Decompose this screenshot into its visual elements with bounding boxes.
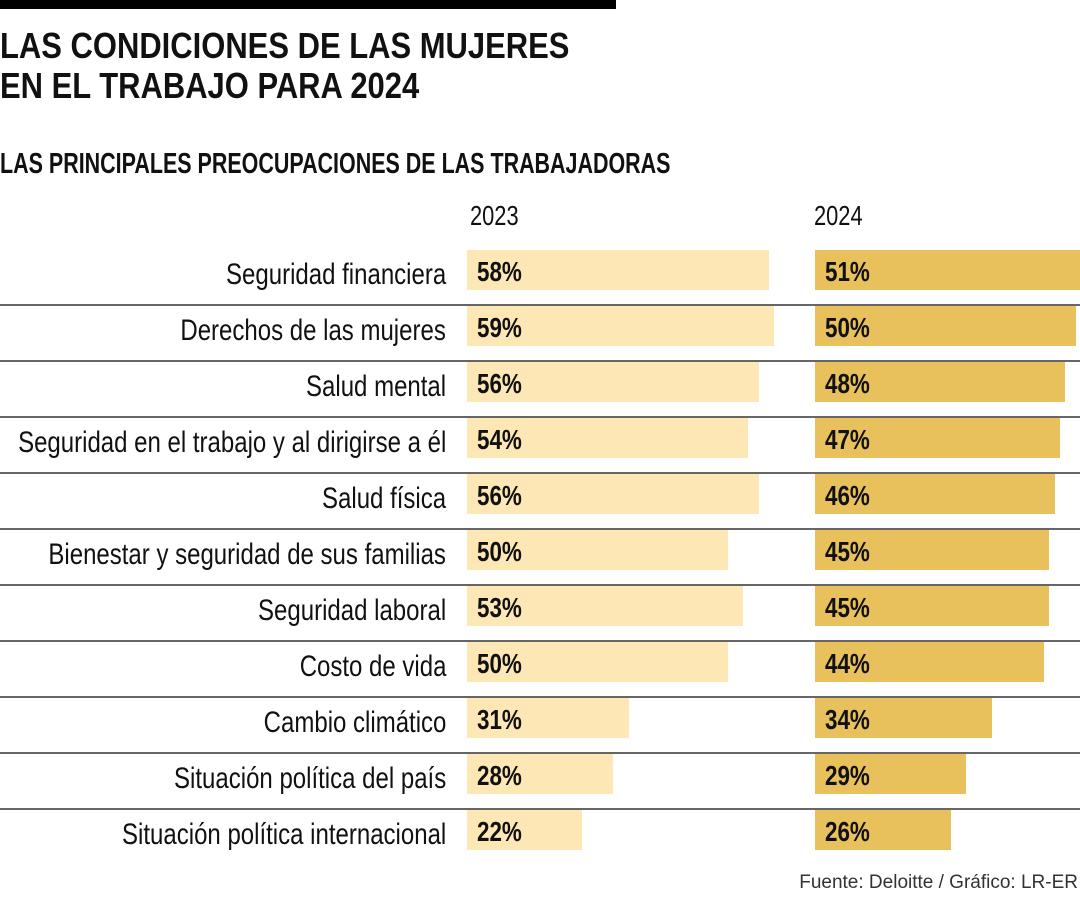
bar-2024: 29% [815, 754, 967, 794]
data-label: 59% [477, 312, 522, 343]
data-label: 54% [477, 424, 522, 455]
data-label: 45% [825, 536, 870, 567]
top-rule [0, 0, 616, 9]
bar-2023: 53% [467, 586, 744, 626]
chart-row: Bienestar y seguridad de sus familias 50%… [0, 530, 1080, 586]
category-label: Seguridad en el trabajo y al dirigirse a… [17, 426, 446, 459]
bar-2023: 50% [467, 530, 728, 570]
row-divider [0, 584, 1080, 586]
row-divider [0, 304, 1080, 306]
bar-2024: 45% [815, 530, 1050, 570]
bar-2023: 50% [467, 642, 728, 682]
bar-2024: 47% [815, 418, 1060, 458]
data-label: 47% [825, 424, 870, 455]
data-label: 50% [825, 312, 870, 343]
data-label: 26% [825, 816, 870, 847]
bar-2023: 54% [467, 418, 749, 458]
category-label: Costo de vida [299, 650, 446, 683]
chart-row: Derechos de las mujeres 59% 50% [0, 306, 1080, 362]
data-label: 44% [825, 648, 870, 679]
data-label: 51% [825, 256, 870, 287]
bar-2023: 56% [467, 362, 759, 402]
chart-row: Salud física 56% 46% [0, 474, 1080, 530]
chart-row: Cambio climático 31% 34% [0, 698, 1080, 754]
category-label: Bienestar y seguridad de sus familias [48, 538, 446, 571]
data-label: 53% [477, 592, 522, 623]
category-label: Seguridad laboral [257, 594, 446, 627]
data-label: 34% [825, 704, 870, 735]
column-header-2023: 2023 [470, 200, 519, 231]
data-label: 50% [477, 648, 522, 679]
bar-2023: 31% [467, 698, 629, 738]
data-label: 31% [477, 704, 522, 735]
category-label: Derechos de las mujeres [180, 314, 446, 347]
chart-row: Situación política internacional 22% 26% [0, 810, 1080, 866]
row-divider [0, 360, 1080, 362]
bar-2024: 34% [815, 698, 993, 738]
source-note: Fuente: Deloitte / Gráfico: LR-ER [799, 872, 1078, 893]
chart-row: Costo de vida 50% 44% [0, 642, 1080, 698]
data-label: 22% [477, 816, 522, 847]
data-label: 45% [825, 592, 870, 623]
category-label: Cambio climático [263, 706, 446, 739]
row-divider [0, 416, 1080, 418]
bar-2024: 50% [815, 306, 1076, 346]
data-label: 58% [477, 256, 522, 287]
row-divider [0, 808, 1080, 810]
data-label: 56% [477, 480, 522, 511]
bar-2024: 46% [815, 474, 1055, 514]
category-label: Situación política internacional [121, 818, 446, 851]
data-label: 56% [477, 368, 522, 399]
bar-2023: 28% [467, 754, 613, 794]
bar-2024: 26% [815, 810, 951, 850]
chart-row: Seguridad en el trabajo y al dirigirse a… [0, 418, 1080, 474]
chart-subtitle: LAS PRINCIPALES PREOCUPACIONES DE LAS TR… [0, 148, 671, 180]
bar-2024: 45% [815, 586, 1050, 626]
chart-row: Salud mental 56% 48% [0, 362, 1080, 418]
bar-2024: 48% [815, 362, 1066, 402]
category-label: Salud física [321, 482, 446, 515]
bar-2023: 56% [467, 474, 759, 514]
row-divider [0, 752, 1080, 754]
category-label: Seguridad financiera [225, 258, 446, 291]
column-header-2024: 2024 [814, 200, 863, 231]
chart-row: Seguridad financiera 58% 51% [0, 250, 1080, 306]
category-label: Situación política del país [173, 762, 446, 795]
category-label: Salud mental [305, 370, 446, 403]
bar-2023: 58% [467, 250, 770, 290]
chart-title: LAS CONDICIONES DE LAS MUJERES EN EL TRA… [0, 26, 569, 106]
chart-row: Situación política del país 28% 29% [0, 754, 1080, 810]
bar-2023: 22% [467, 810, 582, 850]
title-line-1: LAS CONDICIONES DE LAS MUJERES [0, 25, 570, 66]
chart-row: Seguridad laboral 53% 45% [0, 586, 1080, 642]
bar-2023: 59% [467, 306, 775, 346]
data-label: 50% [477, 536, 522, 567]
row-divider [0, 640, 1080, 642]
bar-2024: 51% [815, 250, 1080, 290]
row-divider [0, 696, 1080, 698]
data-label: 48% [825, 368, 870, 399]
row-divider [0, 528, 1080, 530]
title-line-2: EN EL TRABAJO PARA 2024 [0, 65, 420, 106]
bar-2024: 44% [815, 642, 1045, 682]
row-divider [0, 472, 1080, 474]
data-label: 29% [825, 760, 870, 791]
data-label: 28% [477, 760, 522, 791]
data-label: 46% [825, 480, 870, 511]
